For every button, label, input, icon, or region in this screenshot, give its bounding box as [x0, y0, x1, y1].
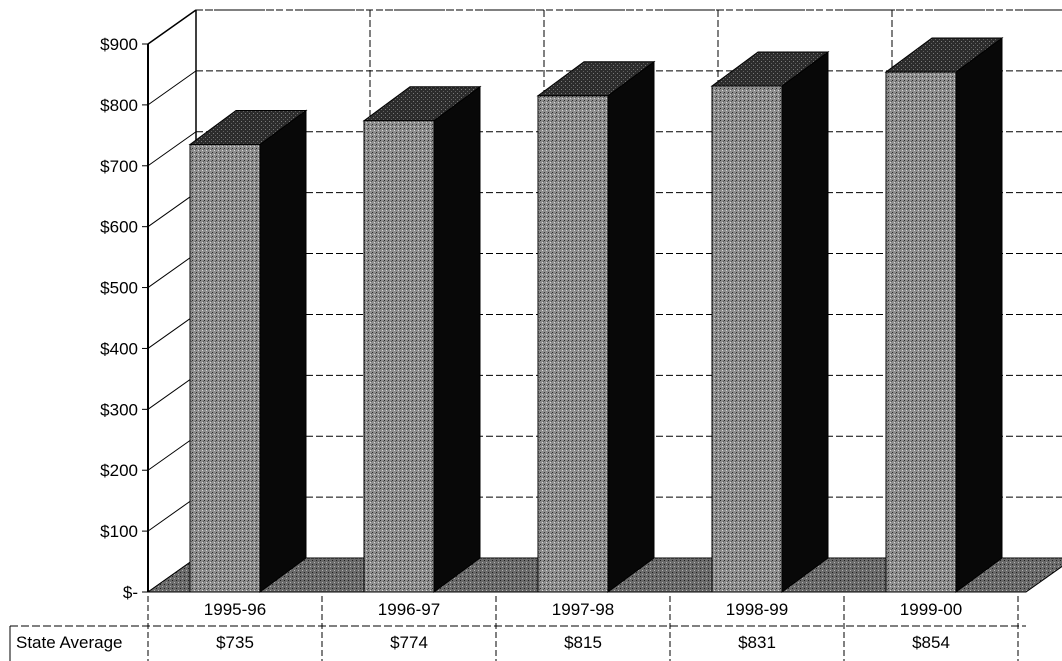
data-value-label: $815	[564, 633, 602, 652]
bar-side	[955, 37, 1003, 593]
category-label: 1996-97	[378, 600, 440, 619]
data-value-label: $831	[738, 633, 776, 652]
y-tick-label: $500	[100, 279, 138, 298]
gridline-left-wall	[147, 70, 197, 106]
gridline-left-wall	[147, 9, 197, 45]
y-tick-label: $-	[123, 583, 138, 602]
bar-side	[607, 60, 655, 593]
gridline-left-wall	[147, 314, 197, 349]
bar-front	[189, 143, 261, 593]
bar-1998-99	[710, 51, 830, 593]
category-label: 1995-96	[204, 600, 266, 619]
bars	[188, 37, 1004, 593]
table-row-label: State Average	[16, 633, 123, 652]
category-label: 1997-98	[552, 600, 614, 619]
y-axis: $- $100 $200 $300 $400 $500 $600 $700 $800 $900	[100, 35, 148, 602]
gridline-left-wall	[147, 192, 197, 228]
data-value-label: $774	[390, 633, 428, 652]
gridline-left-wall	[147, 131, 197, 167]
bar-front	[537, 95, 609, 593]
y-tick-label: $900	[100, 35, 138, 54]
bar-1995-96	[188, 109, 308, 593]
gridline-left-wall	[147, 496, 197, 532]
y-tick-label: $200	[100, 461, 138, 480]
gridline-left-wall	[147, 253, 197, 288]
bar-side	[433, 85, 481, 593]
bar-side	[259, 109, 307, 593]
bar-1999-00	[884, 37, 1004, 593]
y-tick-label: $100	[100, 522, 138, 541]
y-tick-label: $600	[100, 218, 138, 237]
category-label: 1998-99	[726, 600, 788, 619]
bar-1996-97	[362, 85, 482, 593]
y-tick-label: $700	[100, 157, 138, 176]
bar-front	[363, 120, 435, 593]
bar-1997-98	[536, 60, 656, 593]
y-tick-label: $400	[100, 339, 138, 358]
category-label: 1999-00	[900, 600, 962, 619]
bar-front	[885, 71, 957, 593]
y-tick-label: $300	[100, 400, 138, 419]
data-value-label: $854	[912, 633, 950, 652]
gridline-left-wall	[147, 374, 197, 410]
gridline-left-wall	[147, 435, 197, 471]
y-tick-label: $800	[100, 96, 138, 115]
bar-side	[781, 51, 829, 593]
data-table: State Average 1995-96 $735 1996-97 $774 1997-…	[9, 596, 1026, 661]
data-value-label: $735	[216, 633, 254, 652]
bar-front	[711, 85, 783, 593]
